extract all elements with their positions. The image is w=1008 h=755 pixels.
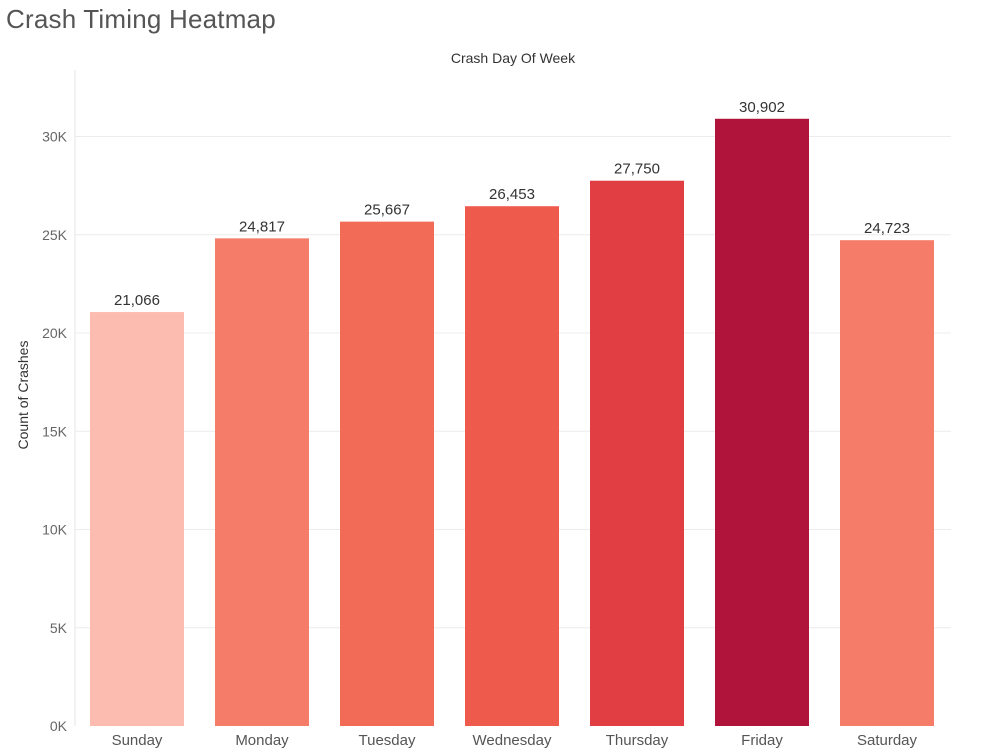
bar-tuesday [340,221,434,727]
data-label: 26,453 [489,186,535,203]
data-label: 24,817 [239,218,285,235]
data-label: 21,066 [114,292,160,309]
y-tick-label: 30K [42,129,68,145]
y-tick-label: 15K [42,423,68,439]
x-tick-label: Tuesday [359,732,416,749]
bar-monday [215,238,309,726]
chart-title: Crash Day Of Week [450,50,576,66]
bar-thursday [590,180,684,726]
x-tick-label: Saturday [857,732,918,749]
y-tick-label: 25K [42,227,68,243]
x-tick-label: Monday [235,732,289,749]
bar-sunday [90,312,184,726]
y-tick-label: 10K [42,522,68,538]
bar-wednesday [465,206,559,726]
y-tick-label: 0K [50,718,68,734]
bar-saturday [840,240,934,726]
sheet-title: Crash Timing Heatmap [6,4,276,34]
data-label: 30,902 [739,99,785,116]
data-label: 24,723 [864,220,910,237]
x-tick-label: Thursday [606,732,669,749]
y-tick-label: 5K [50,620,68,636]
x-tick-label: Friday [741,732,783,749]
x-tick-label: Wednesday [473,732,552,749]
data-label: 25,667 [364,202,410,219]
data-label: 27,750 [614,161,660,178]
x-tick-label: Sunday [112,732,163,749]
y-tick-label: 20K [42,325,68,341]
bar-friday [715,118,809,727]
